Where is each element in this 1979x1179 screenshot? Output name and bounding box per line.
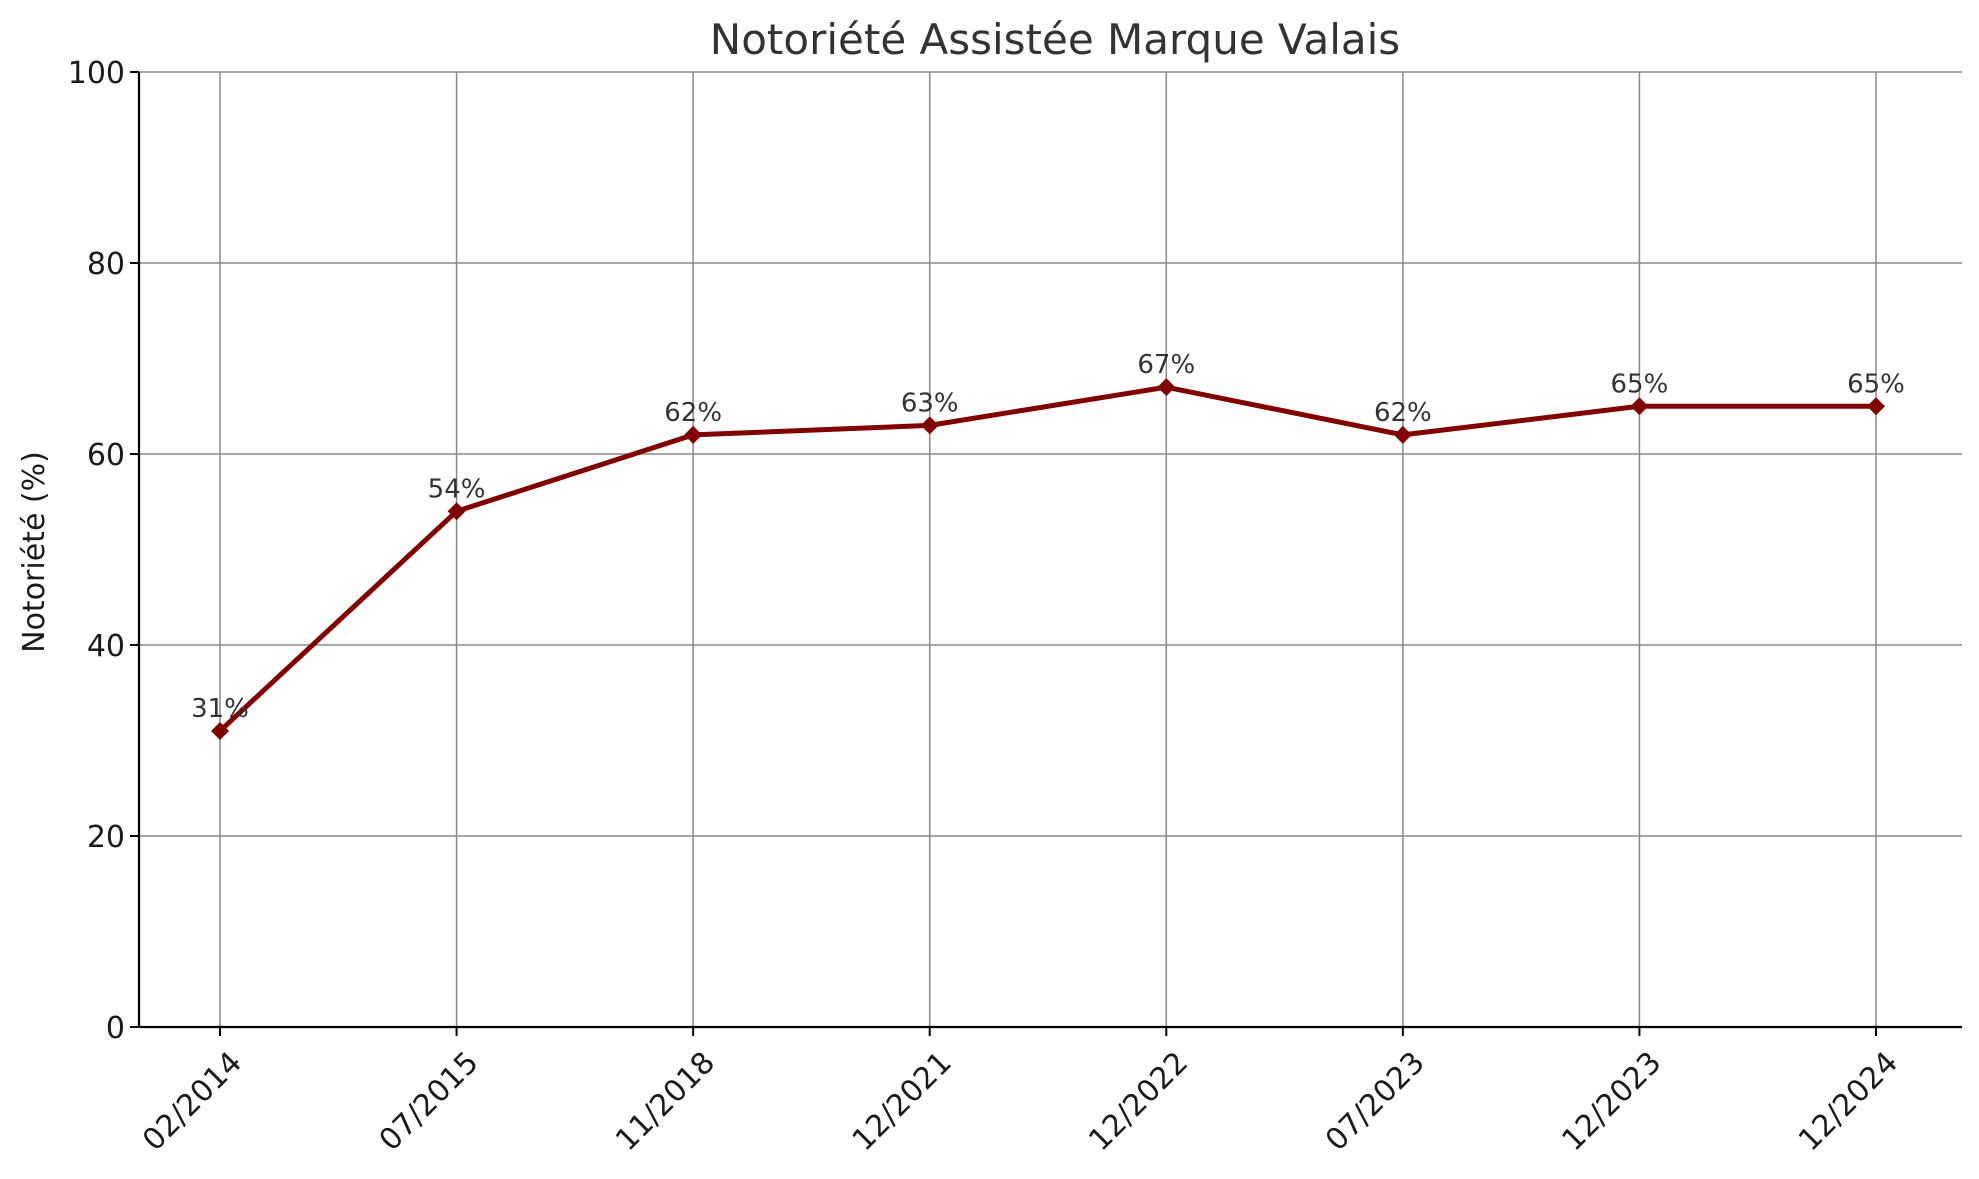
x-tick-label: 02/2014 xyxy=(136,1045,249,1158)
y-tick-label: 0 xyxy=(106,1011,125,1046)
x-tick-label: 12/2023 xyxy=(1555,1045,1668,1158)
series xyxy=(211,378,1885,740)
data-point-marker xyxy=(1867,397,1885,416)
data-labels: 31% 54% 62% 63% 67% 62% 65% 65% xyxy=(191,350,1905,724)
x-tick-label: 12/2024 xyxy=(1792,1045,1905,1158)
data-point-marker xyxy=(920,416,939,435)
x-tick-label: 07/2015 xyxy=(373,1045,486,1158)
data-label: 62% xyxy=(1374,398,1432,428)
x-tick-label: 07/2023 xyxy=(1319,1045,1432,1158)
data-label: 31% xyxy=(191,694,249,724)
data-point-marker xyxy=(1157,378,1176,397)
data-label: 65% xyxy=(1847,369,1905,399)
data-label: 65% xyxy=(1611,369,1669,399)
y-tick-label: 60 xyxy=(87,438,125,473)
data-point-marker xyxy=(684,425,703,444)
x-tick-label: 12/2021 xyxy=(846,1045,959,1158)
data-label: 54% xyxy=(428,474,486,504)
data-point-marker xyxy=(1630,397,1649,416)
data-point-marker xyxy=(447,502,466,521)
y-tick-label: 80 xyxy=(87,247,125,282)
data-label: 63% xyxy=(901,388,959,418)
y-tick-label: 40 xyxy=(87,629,125,664)
grid xyxy=(139,71,1962,1027)
data-label: 62% xyxy=(664,398,722,428)
y-tick-label: 100 xyxy=(68,56,125,91)
chart-title: Notoriété Assistée Marque Valais xyxy=(710,15,1400,64)
data-point-marker xyxy=(1393,425,1412,444)
x-tick-label: 11/2018 xyxy=(609,1045,722,1158)
data-point-marker xyxy=(211,721,229,740)
x-tick-label: 12/2022 xyxy=(1082,1045,1195,1158)
y-tick-label: 20 xyxy=(87,820,125,855)
series-line xyxy=(217,384,1879,734)
data-label: 67% xyxy=(1137,350,1195,380)
y-axis-label: Notoriété (%) xyxy=(17,451,52,653)
